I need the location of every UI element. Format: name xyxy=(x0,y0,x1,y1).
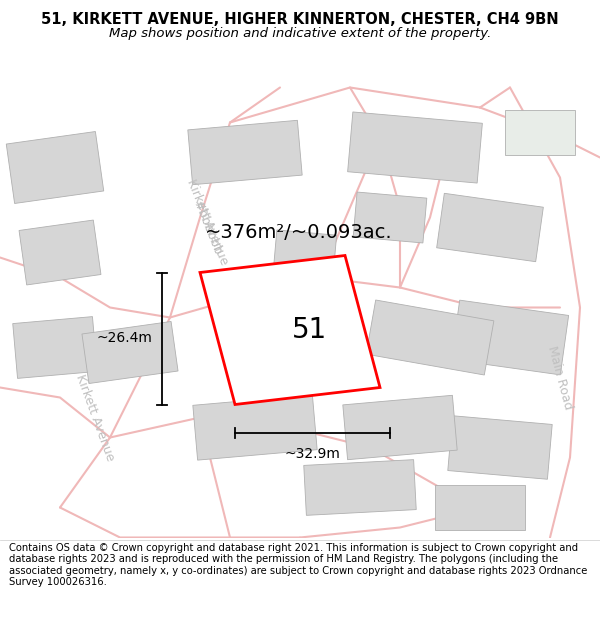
Polygon shape xyxy=(435,485,525,530)
Polygon shape xyxy=(188,120,302,185)
Polygon shape xyxy=(451,300,569,375)
Text: ~376m²/~0.093ac.: ~376m²/~0.093ac. xyxy=(205,223,392,242)
Polygon shape xyxy=(6,131,104,204)
Text: ~26.4m: ~26.4m xyxy=(96,331,152,346)
Polygon shape xyxy=(82,321,178,384)
Text: ~32.9m: ~32.9m xyxy=(284,446,340,461)
Polygon shape xyxy=(347,112,482,183)
Polygon shape xyxy=(366,300,494,375)
Text: Map shows position and indicative extent of the property.: Map shows position and indicative extent… xyxy=(109,27,491,39)
Polygon shape xyxy=(274,230,337,275)
Polygon shape xyxy=(13,317,97,378)
Polygon shape xyxy=(304,459,416,516)
Text: Kirkett Avenue: Kirkett Avenue xyxy=(184,177,230,268)
Text: Main Road: Main Road xyxy=(545,344,575,411)
Polygon shape xyxy=(200,256,380,404)
Polygon shape xyxy=(343,395,457,460)
Polygon shape xyxy=(437,193,544,262)
Polygon shape xyxy=(505,110,575,155)
Polygon shape xyxy=(353,192,427,243)
Text: 51: 51 xyxy=(292,316,328,344)
Text: 51, KIRKETT AVENUE, HIGHER KINNERTON, CHESTER, CH4 9BN: 51, KIRKETT AVENUE, HIGHER KINNERTON, CH… xyxy=(41,12,559,27)
Polygon shape xyxy=(448,416,552,479)
Text: #bbbbbb: #bbbbbb xyxy=(190,198,224,257)
Text: Kirkett Avenue: Kirkett Avenue xyxy=(73,372,117,462)
Polygon shape xyxy=(193,395,317,460)
Polygon shape xyxy=(19,220,101,285)
Text: Contains OS data © Crown copyright and database right 2021. This information is : Contains OS data © Crown copyright and d… xyxy=(9,542,587,588)
